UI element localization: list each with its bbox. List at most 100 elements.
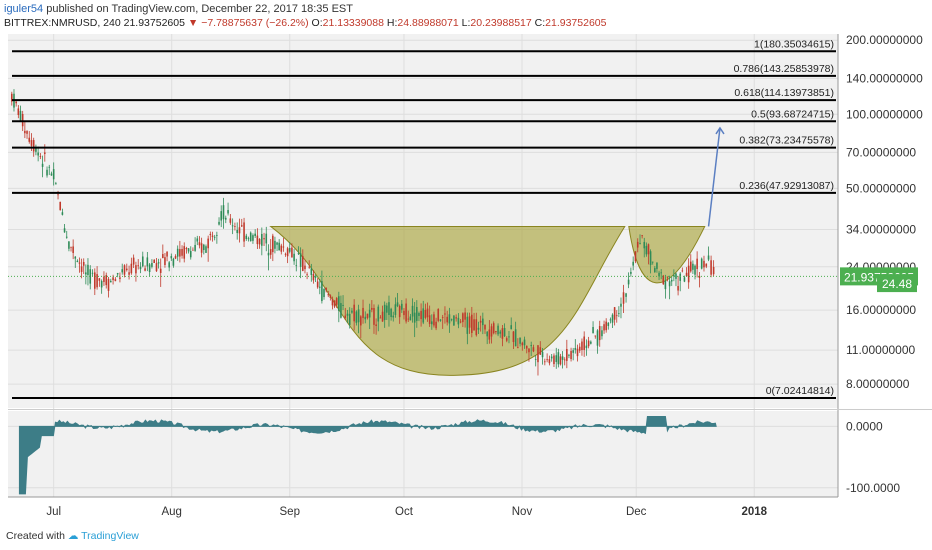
- candle-body: [705, 263, 708, 267]
- candle-body: [596, 330, 599, 346]
- candle-body: [712, 267, 715, 275]
- candle-body: [174, 256, 177, 259]
- candle-body: [310, 268, 313, 275]
- open-label: O:: [311, 17, 323, 29]
- candle-body: [448, 314, 451, 324]
- candle-body: [656, 262, 658, 269]
- x-tick-label: Aug: [161, 506, 181, 518]
- candle-body: [48, 166, 51, 168]
- candle-body: [89, 269, 92, 284]
- candle-body: [643, 241, 646, 249]
- candle-body: [508, 336, 510, 338]
- candle-body: [685, 272, 688, 277]
- candle-body: [495, 331, 497, 333]
- candle-body: [166, 251, 168, 257]
- author-link[interactable]: iguler54: [4, 3, 44, 15]
- candle-body: [96, 274, 98, 288]
- candle-body: [82, 261, 85, 266]
- candle-body: [381, 311, 384, 322]
- candle-body: [683, 277, 686, 282]
- candle-body: [466, 316, 469, 334]
- candle-body: [59, 201, 62, 211]
- candle-body: [172, 258, 175, 266]
- candle-body: [50, 173, 53, 176]
- y-tick-label: 140.00000000: [846, 71, 923, 85]
- candle-body: [247, 238, 250, 240]
- candle-body: [437, 309, 440, 321]
- published-text: published on TradingView.com, December 2…: [46, 3, 353, 15]
- candle-body: [441, 317, 444, 319]
- candle-body: [76, 260, 79, 263]
- candle-body: [74, 256, 77, 259]
- candle-body: [559, 356, 562, 365]
- handle-pattern: [628, 225, 706, 284]
- candle-body: [258, 238, 261, 245]
- candle-body: [252, 235, 254, 241]
- candle-body: [475, 319, 478, 336]
- time-axis[interactable]: Jul Aug Sep Oct Nov Dec 2018: [46, 506, 767, 518]
- candle-body: [181, 248, 183, 256]
- candle-body: [227, 210, 229, 214]
- footer: Created with ☁ TradingView: [6, 530, 139, 542]
- candle-body: [521, 342, 524, 346]
- high-value: 24.88988071: [397, 17, 459, 29]
- candle-body: [555, 355, 558, 362]
- candle-body: [72, 246, 74, 253]
- candle-body: [455, 317, 457, 319]
- candle-body: [464, 312, 466, 320]
- candle-body: [383, 304, 386, 320]
- candle-body: [703, 260, 705, 268]
- tradingview-brand[interactable]: TradingView: [81, 530, 139, 542]
- candle-body: [422, 308, 425, 323]
- candle-body: [710, 260, 712, 275]
- candle-body: [420, 310, 422, 320]
- candle-body: [446, 316, 448, 323]
- candle-body: [563, 359, 566, 361]
- candle-body: [517, 347, 519, 349]
- indicator-axis[interactable]: 0.0000 -100.0000: [846, 419, 900, 494]
- candle-body: [379, 317, 382, 319]
- candle-body: [689, 261, 692, 272]
- candle-body: [566, 348, 568, 361]
- candle-body: [276, 242, 278, 245]
- candle-body: [189, 251, 192, 258]
- candle-body: [601, 330, 603, 337]
- fib-label: 0.5(93.68724715): [751, 108, 834, 120]
- candle-body: [44, 152, 46, 154]
- candle-body: [550, 356, 553, 359]
- candle-body: [314, 276, 317, 278]
- candle-body: [605, 321, 607, 331]
- candle-body: [353, 304, 355, 322]
- price-axis[interactable]: 200.00000000 140.00000000 100.00000000 70.0…: [846, 33, 923, 391]
- candle-body: [484, 324, 486, 330]
- candle-body: [360, 316, 362, 326]
- candle-body: [234, 226, 236, 227]
- projection-arrow: [707, 127, 721, 227]
- candle-body: [413, 312, 416, 323]
- candle-body: [499, 331, 502, 334]
- candle-body: [609, 319, 612, 321]
- candle-body: [288, 248, 291, 252]
- candle-body: [218, 221, 220, 225]
- candle-body: [224, 217, 227, 220]
- candle-body: [457, 317, 460, 325]
- candle-body: [366, 313, 369, 319]
- candle-body: [267, 252, 270, 256]
- candle-body: [254, 233, 256, 236]
- x-tick-label: Dec: [626, 506, 647, 518]
- candle-body: [231, 225, 234, 227]
- candle-body: [209, 233, 212, 236]
- candle-body: [486, 331, 488, 337]
- candle-body: [87, 264, 89, 275]
- candle-body: [340, 303, 342, 318]
- fib-label: 0.236(47.92913087): [739, 180, 834, 192]
- candle-body: [198, 242, 201, 246]
- candle-body: [135, 265, 137, 274]
- tradingview-logo-icon: ☁: [67, 530, 79, 542]
- candle-body: [377, 306, 380, 322]
- candle-body: [698, 275, 701, 278]
- candle-body: [662, 275, 665, 285]
- candle-body: [598, 326, 601, 341]
- candle-body: [325, 287, 327, 291]
